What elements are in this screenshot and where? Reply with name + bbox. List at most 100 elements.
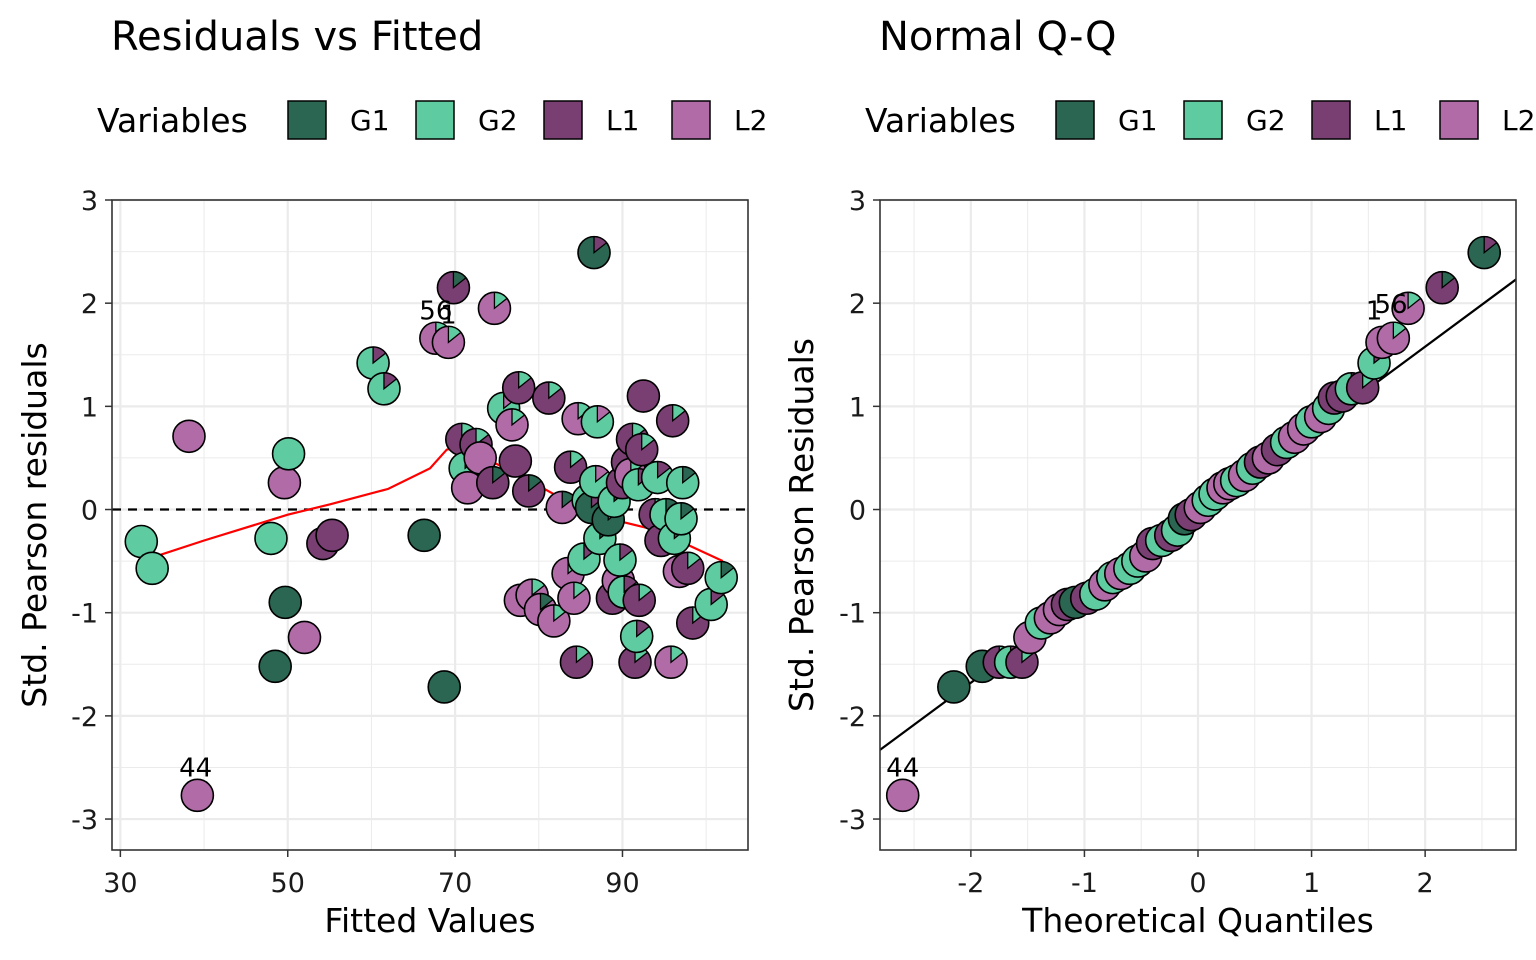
x-axis-title: Fitted Values xyxy=(324,901,535,940)
data-point xyxy=(664,502,698,536)
data-point-slice xyxy=(452,271,467,290)
x-tick-label: 50 xyxy=(271,868,305,899)
plot-area xyxy=(880,235,1516,813)
data-point-body xyxy=(180,778,215,813)
legend-label-g1: G1 xyxy=(1118,104,1158,137)
data-point-body xyxy=(626,379,661,413)
y-tick-label: 0 xyxy=(849,496,866,527)
data-point xyxy=(258,649,292,684)
data-point xyxy=(501,370,536,405)
data-point xyxy=(315,518,349,553)
data-point xyxy=(885,778,920,813)
x-tick-label: 1 xyxy=(1303,868,1320,899)
legend-key-l2 xyxy=(671,100,711,140)
legend-key-g2 xyxy=(1183,100,1223,140)
data-point-slice xyxy=(1392,321,1407,340)
legend-key-g1 xyxy=(1055,100,1095,140)
data-point-slice xyxy=(1483,235,1498,254)
data-point xyxy=(287,620,322,655)
data-point xyxy=(557,581,591,616)
data-point-body xyxy=(407,518,441,553)
data-point-body xyxy=(498,444,533,478)
data-point-body xyxy=(258,649,292,684)
data-point-slice xyxy=(528,474,543,493)
data-point-body xyxy=(427,670,462,704)
data-point xyxy=(511,474,546,508)
legend-label-l2: L2 xyxy=(1502,104,1535,137)
data-point xyxy=(356,346,390,380)
x-tick-label: -2 xyxy=(957,868,984,899)
data-point-slice xyxy=(383,372,398,391)
data-point-body xyxy=(315,518,349,553)
data-point-body xyxy=(254,521,288,556)
data-point-slice xyxy=(531,578,546,597)
x-tick-label: 30 xyxy=(103,868,137,899)
data-point xyxy=(626,379,661,413)
x-axis-title: Theoretical Quantiles xyxy=(1021,901,1374,940)
data-point xyxy=(1376,321,1411,356)
data-point-body xyxy=(268,585,303,620)
legend-label-g1: G1 xyxy=(350,104,390,137)
legend-label-l1: L1 xyxy=(606,104,639,137)
data-point-slice xyxy=(548,381,563,400)
y-tick-label: 0 xyxy=(81,496,98,527)
data-point xyxy=(135,551,169,586)
legend-title: Variables xyxy=(97,101,248,140)
data-point-slice xyxy=(656,460,672,479)
y-tick-label: 3 xyxy=(849,186,866,217)
data-point xyxy=(654,645,688,680)
y-tick-label: -3 xyxy=(839,805,866,836)
data-point-slice xyxy=(682,466,697,485)
data-point xyxy=(1425,270,1459,305)
y-axis-title: Std. Pearson residuals xyxy=(15,342,54,707)
data-point xyxy=(367,372,401,406)
x-tick-label: 90 xyxy=(605,868,639,899)
legend-title: Variables xyxy=(865,101,1016,140)
data-point xyxy=(431,325,466,360)
legend-key-l1 xyxy=(1311,100,1351,140)
x-tick-label: 2 xyxy=(1417,868,1434,899)
data-point xyxy=(553,450,588,485)
data-point-slice xyxy=(1407,291,1422,310)
data-point-slice xyxy=(593,235,608,254)
legend-key-g2 xyxy=(415,100,455,140)
data-point-slice xyxy=(493,291,508,310)
data-point-slice xyxy=(511,408,526,427)
data-point xyxy=(655,403,690,438)
point-label: 44 xyxy=(179,753,212,783)
point-label: 1 xyxy=(440,300,457,330)
y-tick-label: -3 xyxy=(71,805,98,836)
data-point xyxy=(271,437,306,471)
data-point-slice xyxy=(619,543,634,562)
data-point xyxy=(532,381,566,415)
data-point xyxy=(1391,291,1425,326)
legend-key-l1 xyxy=(543,100,583,140)
data-point xyxy=(670,551,705,586)
data-point xyxy=(937,670,971,704)
legend-label-l1: L1 xyxy=(1374,104,1407,137)
y-tick-label: 3 xyxy=(81,186,98,217)
data-point-slice xyxy=(623,575,638,594)
data-point-slice xyxy=(595,465,610,484)
legend-key-g1 xyxy=(287,100,327,140)
data-point-body xyxy=(172,419,206,454)
data-point-slice xyxy=(518,371,533,390)
y-axis-title: Std. Pearson Residuals xyxy=(782,338,821,712)
y-tick-label: -2 xyxy=(839,702,866,733)
legend: Variables G1 G2 L1 L2 xyxy=(97,100,767,140)
plot-area xyxy=(112,235,748,813)
data-point-slice xyxy=(1441,271,1456,290)
data-point xyxy=(577,235,611,270)
data-point xyxy=(172,419,206,454)
x-tick-label: 0 xyxy=(1189,868,1206,899)
data-point-slice xyxy=(475,427,490,446)
y-tick-label: 1 xyxy=(81,392,98,423)
data-point xyxy=(619,619,654,654)
data-point xyxy=(537,604,571,638)
data-point-body xyxy=(271,437,306,471)
data-point xyxy=(180,778,215,813)
x-tick-label: 70 xyxy=(438,868,472,899)
data-point-slice xyxy=(672,404,687,423)
